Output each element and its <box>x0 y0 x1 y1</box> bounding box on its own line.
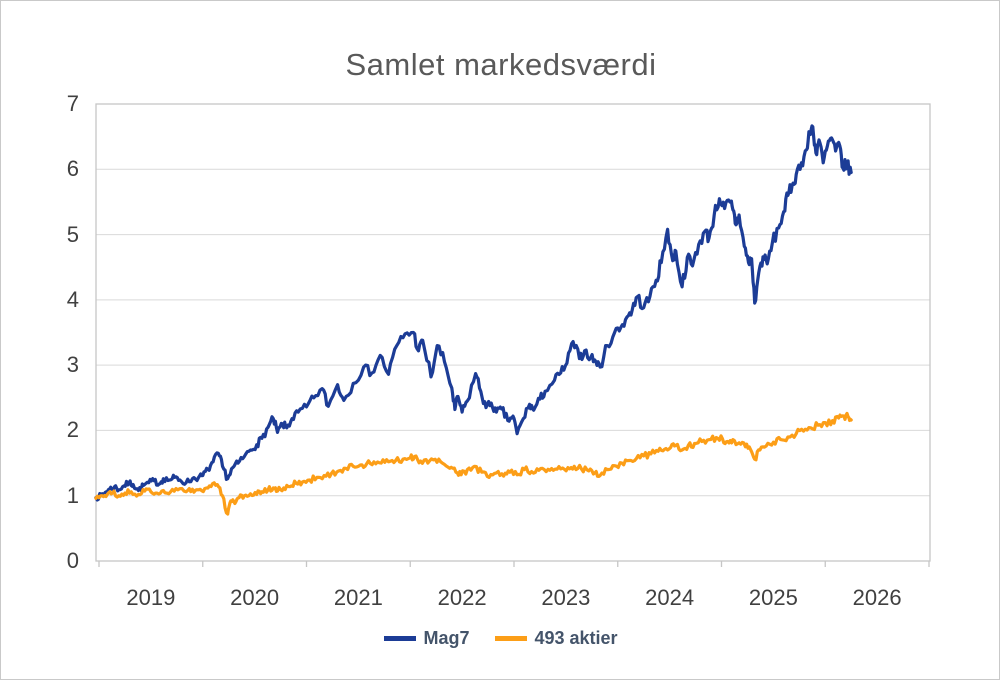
493-aktier-line-swatch <box>495 635 528 641</box>
y-axis-tick-label: 6 <box>66 156 79 182</box>
x-axis-tick-label: 2021 <box>333 585 383 610</box>
legend-label-mag7: Mag7 <box>423 627 470 648</box>
legend-item-mag7: Mag7 <box>384 628 469 649</box>
legend-label-493-aktier: 493 aktier <box>534 627 618 648</box>
y-axis-tick-label: 3 <box>66 352 79 378</box>
493-aktier-line <box>94 411 853 516</box>
mag7-line-swatch <box>384 635 417 641</box>
legend: Mag7 493 aktier <box>1 621 999 655</box>
x-axis-tick-label: 2019 <box>126 585 176 610</box>
x-axis-tick-label: 2022 <box>437 585 487 610</box>
x-axis-tick-label: 2020 <box>230 585 280 610</box>
y-axis-tick-label: 1 <box>66 482 79 508</box>
y-axis-tick-label: 5 <box>66 221 79 247</box>
y-axis-tick-label: 0 <box>66 548 79 573</box>
y-axis-tick-label: 2 <box>66 417 79 443</box>
x-axis-tick-label: 2026 <box>852 585 902 610</box>
x-axis-tick-label: 2025 <box>748 585 798 610</box>
legend-item-493-aktier: 493 aktier <box>495 627 618 649</box>
y-axis-tick-label: 7 <box>66 91 79 116</box>
mag7-line <box>94 124 853 502</box>
y-axis-tick-label: 4 <box>66 286 79 312</box>
chart-title: Samlet markedsværdi <box>345 47 657 82</box>
x-axis-tick-label: 2023 <box>541 585 591 610</box>
x-axis-tick-label: 2024 <box>645 585 695 610</box>
plot-border <box>95 103 931 562</box>
